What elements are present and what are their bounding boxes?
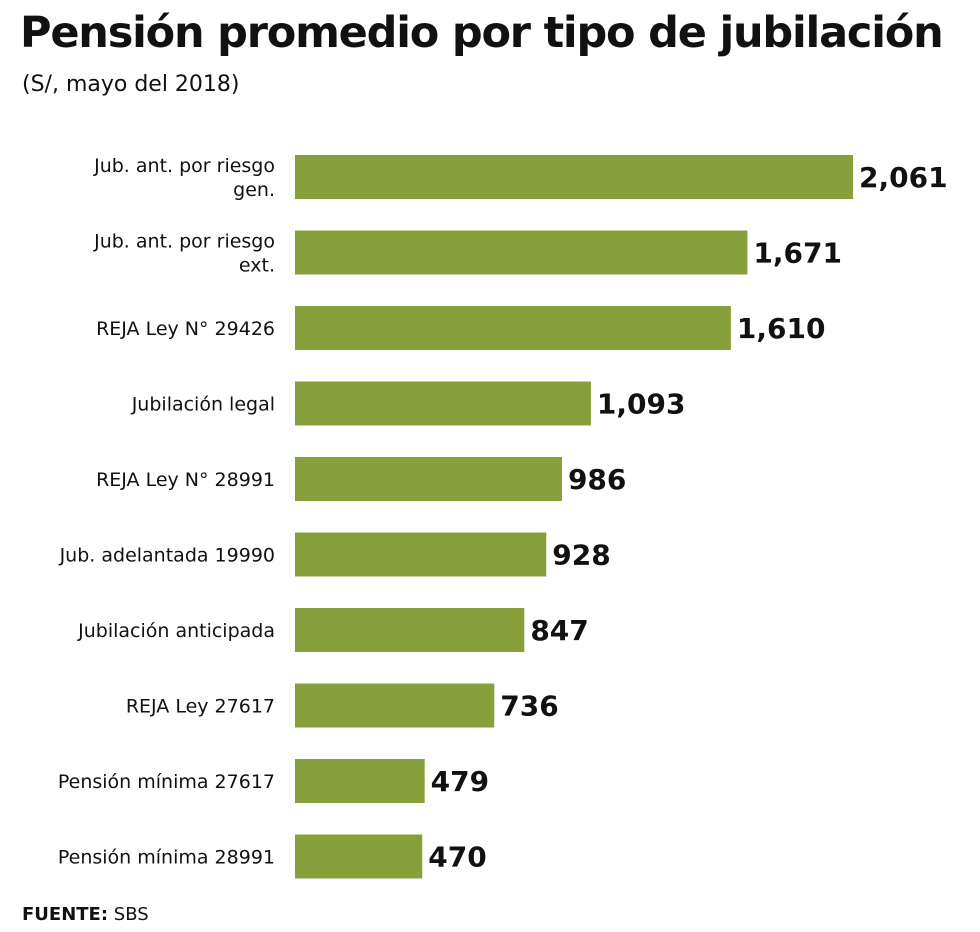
value-label: 1,610 (737, 312, 826, 345)
value-label: 986 (568, 463, 626, 496)
bar (295, 230, 748, 275)
bar (295, 155, 853, 199)
category-label: Jub. ant. por riesgo (93, 231, 275, 253)
bar (295, 683, 495, 728)
bar (295, 608, 525, 652)
bar (295, 457, 562, 501)
source-note: FUENTE: SBS (22, 904, 149, 925)
chart-subtitle: (S/, mayo del 2018) (22, 72, 240, 97)
bar (295, 306, 731, 350)
bar (295, 834, 423, 879)
bar (295, 759, 425, 803)
category-label: REJA Ley N° 28991 (96, 469, 275, 491)
value-label: 928 (552, 539, 610, 572)
category-label: Jubilación anticipada (77, 620, 275, 642)
value-label: 2,061 (859, 161, 948, 194)
value-label: 470 (428, 841, 486, 874)
source-value: SBS (108, 904, 149, 925)
chart-title: Pensión promedio por tipo de jubilación (20, 8, 944, 58)
category-label: Jub. ant. por riesgo (93, 155, 275, 177)
value-label: 847 (530, 614, 588, 647)
value-label: 479 (431, 765, 489, 798)
category-label: gen. (233, 179, 275, 201)
value-label: 736 (500, 690, 558, 723)
bar (295, 381, 591, 426)
source-label: FUENTE: (22, 904, 109, 925)
category-label: Pensión mínima 28991 (58, 847, 275, 869)
category-label: Jub. adelantada 19990 (59, 545, 275, 567)
category-label: ext. (239, 255, 275, 277)
category-label: REJA Ley 27617 (126, 696, 275, 718)
bar (295, 532, 547, 577)
category-label: REJA Ley N° 29426 (96, 318, 275, 340)
category-label: Pensión mínima 27617 (58, 771, 275, 793)
category-label: Jubilación legal (131, 394, 275, 416)
value-label: 1,671 (753, 237, 842, 270)
value-label: 1,093 (597, 388, 686, 421)
